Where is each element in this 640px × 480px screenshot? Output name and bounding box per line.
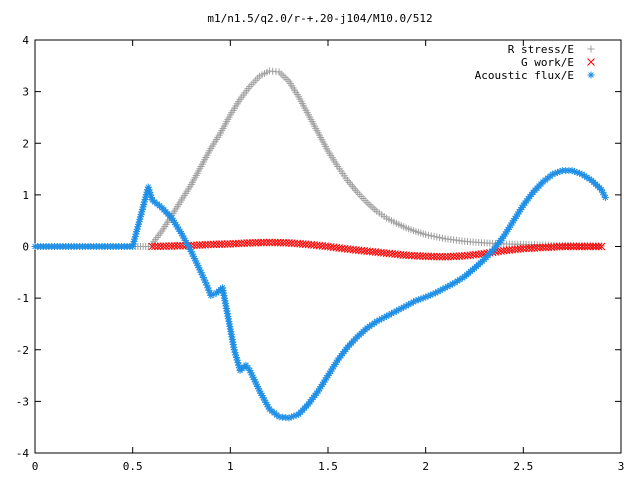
data-point xyxy=(561,242,570,251)
data-point xyxy=(162,242,171,250)
data-point xyxy=(583,242,592,251)
y-tick-label: -3 xyxy=(16,395,29,408)
axis-ticks: 0 0.5 1 1.5 2 2.5 3 -4 -3 -2 -1 0 1 2 3 4 xyxy=(16,34,625,473)
data-point xyxy=(215,240,224,249)
y-tick-label: 2 xyxy=(22,137,29,150)
series-1 xyxy=(148,238,606,261)
data-point xyxy=(594,242,603,251)
data-point xyxy=(148,242,157,251)
x-tick-label: 1 xyxy=(227,460,234,473)
data-point xyxy=(262,238,271,247)
data-point xyxy=(259,238,268,247)
legend-label: G work/E xyxy=(521,56,574,69)
x-tick-label: 0.5 xyxy=(123,460,143,473)
data-point xyxy=(206,240,215,249)
legend-label: R stress/E xyxy=(508,43,574,56)
data-point xyxy=(421,252,430,261)
data-point xyxy=(569,242,578,251)
data-point xyxy=(165,242,173,250)
x-tick-label: 0 xyxy=(32,460,39,473)
series-2 xyxy=(31,167,609,422)
data-point xyxy=(212,240,221,249)
data-point xyxy=(572,242,581,251)
data-point xyxy=(209,240,218,249)
data-point xyxy=(257,238,265,247)
data-point xyxy=(173,241,182,250)
y-tick-label: -2 xyxy=(16,344,29,357)
data-point xyxy=(424,252,433,261)
data-point xyxy=(564,242,572,251)
data-point xyxy=(273,238,282,247)
data-point xyxy=(580,242,589,251)
y-tick-label: 3 xyxy=(22,86,29,99)
data-point xyxy=(451,279,459,287)
series-layer xyxy=(31,67,609,422)
data-point xyxy=(167,242,176,250)
data-point xyxy=(566,242,575,251)
data-point xyxy=(586,242,595,251)
y-tick-label: -4 xyxy=(16,447,30,460)
legend-marker xyxy=(587,58,595,66)
x-tick-label: 1.5 xyxy=(318,460,338,473)
data-point xyxy=(575,242,583,251)
data-point xyxy=(430,252,438,261)
data-point xyxy=(414,296,422,304)
y-tick-label: 0 xyxy=(22,241,29,254)
data-point xyxy=(597,242,606,251)
data-point xyxy=(601,193,609,201)
data-point xyxy=(265,238,274,247)
data-point xyxy=(156,242,165,251)
data-point xyxy=(435,252,444,261)
x-tick-label: 2 xyxy=(422,460,429,473)
data-point xyxy=(250,376,258,384)
data-point xyxy=(251,238,260,247)
data-point xyxy=(218,240,226,248)
data-point xyxy=(170,242,179,250)
data-point xyxy=(220,240,229,248)
data-point xyxy=(153,242,162,251)
data-point xyxy=(438,252,447,261)
data-point xyxy=(558,242,567,251)
x-tick-label: 2.5 xyxy=(513,460,533,473)
data-point xyxy=(159,242,168,251)
legend-marker xyxy=(587,45,595,53)
data-point xyxy=(246,239,254,247)
data-point xyxy=(279,238,288,247)
data-point xyxy=(176,227,184,235)
data-point xyxy=(144,243,152,250)
data-point xyxy=(176,241,184,250)
data-point xyxy=(151,242,159,251)
data-point xyxy=(136,215,144,223)
data-point xyxy=(271,238,279,247)
data-point xyxy=(592,242,600,251)
data-point xyxy=(555,242,564,251)
x-tick-label: 3 xyxy=(618,460,625,473)
data-point xyxy=(589,242,597,251)
data-point xyxy=(578,242,586,251)
legend-label: Acoustic flux/E xyxy=(475,69,574,82)
y-tick-label: -1 xyxy=(16,292,29,305)
data-point xyxy=(575,169,583,177)
data-point xyxy=(432,252,441,261)
data-point xyxy=(571,168,579,176)
series-0 xyxy=(31,67,605,250)
data-point xyxy=(427,252,436,261)
legend-marker xyxy=(587,71,595,79)
y-tick-label: 1 xyxy=(22,189,29,202)
data-point xyxy=(268,238,277,247)
data-point xyxy=(276,238,285,247)
y-tick-label: 4 xyxy=(22,34,29,47)
data-point xyxy=(254,238,263,247)
chart-title: m1/n1.5/q2.0/r-+.20-j104/M10.0/512 xyxy=(207,12,432,25)
data-point xyxy=(248,238,257,247)
